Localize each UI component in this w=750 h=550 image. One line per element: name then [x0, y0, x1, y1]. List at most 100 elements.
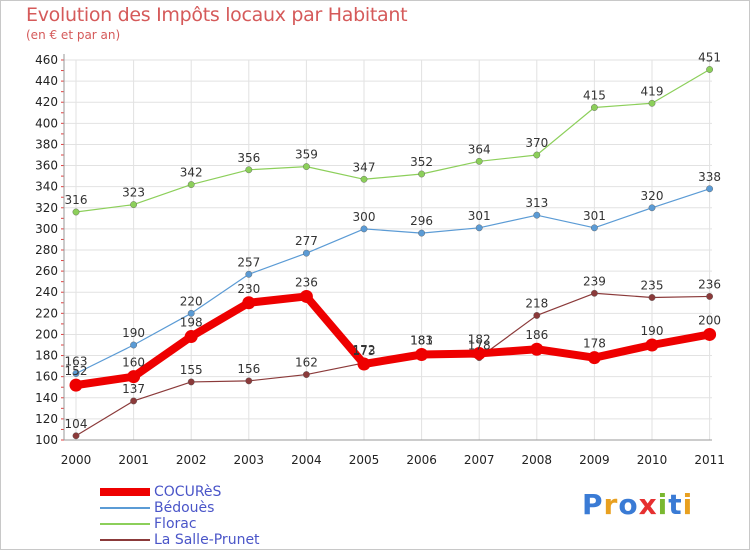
x-tick-label: 2006	[406, 453, 437, 467]
data-label-la-salle-prunet: 137	[122, 382, 145, 396]
data-label-florac: 316	[65, 193, 88, 207]
legend-swatch-cocur-s	[100, 488, 150, 496]
data-point-florac	[360, 175, 368, 183]
data-label-cocur-s: 190	[641, 324, 664, 338]
y-tick-label: 120	[35, 412, 58, 426]
x-tick-label: 2003	[234, 453, 265, 467]
data-point-florac	[533, 151, 541, 159]
x-tick-label: 2010	[637, 453, 668, 467]
data-label-b-dou-s: 313	[525, 196, 548, 210]
data-point-b-dou-s	[533, 211, 541, 219]
data-point-cocur-s	[472, 346, 486, 360]
logo-letter: r	[603, 488, 619, 521]
data-label-b-dou-s: 300	[353, 210, 376, 224]
data-label-la-salle-prunet: 104	[65, 417, 88, 431]
series-line-la-salle-prunet	[75, 292, 711, 437]
data-point-b-dou-s	[475, 224, 483, 232]
data-point-cocur-s	[184, 330, 198, 344]
data-point-cocur-s	[242, 296, 256, 310]
data-label-b-dou-s: 301	[468, 209, 491, 223]
legend-label-cocur-s: COCURèS	[154, 484, 222, 500]
y-tick-label: 460	[35, 53, 58, 67]
data-label-cocur-s: 200	[698, 313, 721, 327]
data-point-florac	[130, 201, 138, 209]
data-labels: 163 190 220 257 277 300 296 301 313 301 320 338 316 3…	[65, 51, 722, 431]
x-tick-label: 2008	[522, 453, 553, 467]
data-point-florac	[591, 104, 598, 111]
logo-letter: i	[682, 488, 694, 521]
data-label-la-salle-prunet: 156	[237, 362, 260, 376]
data-point-b-dou-s	[187, 309, 195, 317]
logo-letter: o	[618, 488, 639, 521]
y-tick-label: 340	[35, 180, 58, 194]
data-point-cocur-s	[299, 289, 313, 303]
data-point-cocur-s	[645, 338, 659, 352]
data-label-la-salle-prunet: 235	[641, 279, 664, 293]
grid	[64, 59, 712, 441]
data-label-la-salle-prunet: 239	[583, 274, 606, 288]
data-point-florac	[475, 157, 483, 165]
data-point-cocur-s	[69, 378, 83, 392]
data-point-b-dou-s	[245, 270, 253, 278]
data-label-cocur-s: 181	[410, 334, 433, 348]
x-tick-label: 2011	[694, 453, 725, 467]
data-point-florac	[706, 66, 713, 73]
axes: 100 120 140 160 180 200 220 240 260 280 300 320 340 3…	[35, 53, 725, 467]
data-label-b-dou-s: 220	[180, 294, 203, 308]
data-label-b-dou-s: 277	[295, 234, 318, 248]
data-label-b-dou-s: 338	[698, 170, 721, 184]
y-tick-label: 320	[35, 201, 58, 215]
legend-label-la-salle-prunet: La Salle-Prunet	[154, 532, 260, 548]
data-label-la-salle-prunet: 236	[698, 277, 721, 291]
data-label-florac: 415	[583, 89, 606, 103]
proxiti-logo: Proxiti	[582, 488, 693, 521]
data-label-cocur-s: 172	[353, 343, 376, 357]
data-point-cocur-s	[415, 348, 429, 361]
y-tick-label: 220	[35, 306, 58, 320]
data-label-b-dou-s: 296	[410, 214, 433, 228]
chart-title: Evolution des Impôts locaux par Habitant	[26, 4, 408, 26]
data-point-b-dou-s	[648, 204, 656, 212]
data-label-cocur-s: 182	[468, 332, 491, 346]
data-label-florac: 347	[353, 160, 376, 174]
data-point-cocur-s	[357, 357, 371, 371]
data-point-la-salle-prunet	[591, 289, 598, 297]
data-point-cocur-s	[703, 327, 717, 341]
legend-swatch-b-dou-s	[100, 507, 150, 509]
data-point-b-dou-s	[130, 341, 138, 349]
y-tick-label: 400	[35, 116, 58, 130]
data-label-b-dou-s: 190	[122, 326, 145, 340]
data-label-cocur-s: 230	[237, 282, 260, 296]
data-point-b-dou-s	[72, 370, 80, 377]
x-tick-label: 2002	[176, 453, 207, 467]
series-group	[69, 66, 717, 440]
data-label-la-salle-prunet: 183	[410, 333, 433, 347]
data-label-florac: 356	[237, 151, 260, 165]
y-tick-label: 100	[35, 433, 58, 447]
legend-swatch-florac	[100, 523, 150, 525]
y-tick-label: 380	[35, 137, 58, 151]
data-label-florac: 323	[122, 186, 145, 200]
x-tick-label: 2004	[291, 453, 322, 467]
x-tick-label: 2005	[349, 453, 380, 467]
y-tick-label: 200	[35, 327, 58, 341]
data-point-florac	[187, 181, 195, 188]
logo-letter: i	[657, 488, 669, 521]
data-point-b-dou-s	[360, 225, 368, 233]
data-point-florac	[418, 170, 425, 178]
data-point-florac	[72, 208, 80, 216]
y-tick-label: 160	[35, 370, 58, 384]
legend-swatch-la-salle-prunet	[100, 539, 150, 541]
data-point-la-salle-prunet	[245, 377, 253, 385]
data-label-b-dou-s: 163	[65, 355, 88, 369]
data-point-florac	[245, 166, 253, 174]
y-tick-label: 280	[35, 243, 58, 257]
data-point-la-salle-prunet	[302, 371, 310, 378]
data-point-la-salle-prunet	[533, 312, 541, 319]
logo-letter: t	[668, 488, 683, 521]
data-label-cocur-s: 178	[583, 337, 606, 351]
data-label-b-dou-s: 257	[237, 255, 260, 269]
data-point-b-dou-s	[418, 229, 425, 237]
series-line-florac	[75, 68, 711, 213]
